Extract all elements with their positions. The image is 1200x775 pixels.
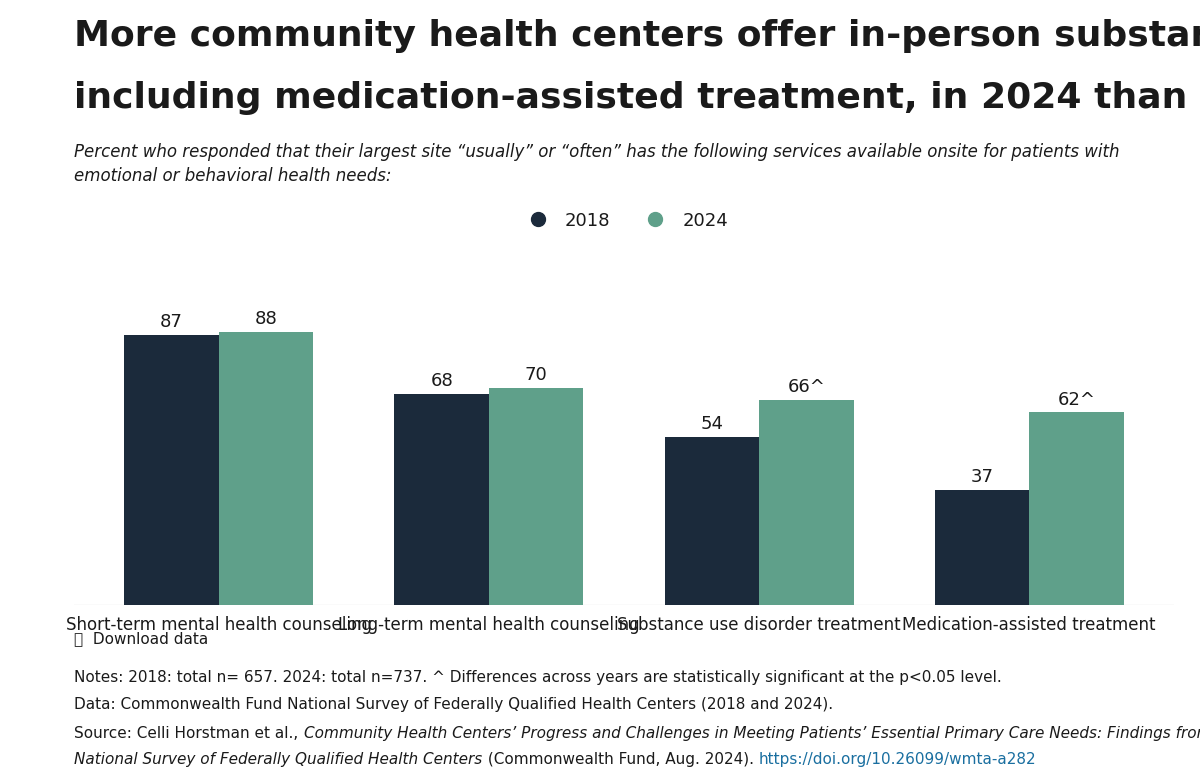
Text: Notes: 2018: total n= 657. 2024: total n=737. ^ Differences across years are sta: Notes: 2018: total n= 657. 2024: total n… <box>74 670 1002 685</box>
Text: Source: Celli Horstman et al.,: Source: Celli Horstman et al., <box>74 726 304 741</box>
Text: Community Health Centers’ Progress and Challenges in Meeting Patients’ Essential: Community Health Centers’ Progress and C… <box>304 726 1200 741</box>
Text: 70: 70 <box>524 366 547 384</box>
Text: 68: 68 <box>431 372 454 390</box>
Text: (Commonwealth Fund, Aug. 2024).: (Commonwealth Fund, Aug. 2024). <box>482 752 758 766</box>
Text: 88: 88 <box>254 310 277 328</box>
Bar <box>488 388 583 604</box>
Text: 66^: 66^ <box>787 378 826 396</box>
Bar <box>665 437 760 604</box>
Text: https://doi.org/10.26099/wmta-a282: https://doi.org/10.26099/wmta-a282 <box>758 752 1036 766</box>
Bar <box>125 335 218 604</box>
Bar <box>395 394 488 604</box>
Text: ⤓  Download data: ⤓ Download data <box>74 632 209 646</box>
Text: Data: Commonwealth Fund National Survey of Federally Qualified Health Centers (2: Data: Commonwealth Fund National Survey … <box>74 698 834 712</box>
Text: including medication-assisted treatment, in 2024 than in 2018.: including medication-assisted treatment,… <box>74 81 1200 115</box>
Bar <box>218 332 313 604</box>
Text: Percent who responded that their largest site “usually” or “often” has the follo: Percent who responded that their largest… <box>74 143 1120 185</box>
Text: 54: 54 <box>701 415 724 433</box>
Text: More community health centers offer in-person substance use disorder services,: More community health centers offer in-p… <box>74 19 1200 53</box>
Text: 37: 37 <box>971 468 994 486</box>
Text: 62^: 62^ <box>1057 391 1096 408</box>
Text: 87: 87 <box>160 313 184 331</box>
Bar <box>1030 412 1123 604</box>
Bar <box>935 490 1030 604</box>
Legend: 2018, 2024: 2018, 2024 <box>512 205 736 237</box>
Bar <box>760 400 853 604</box>
Text: National Survey of Federally Qualified Health Centers: National Survey of Federally Qualified H… <box>74 752 482 766</box>
